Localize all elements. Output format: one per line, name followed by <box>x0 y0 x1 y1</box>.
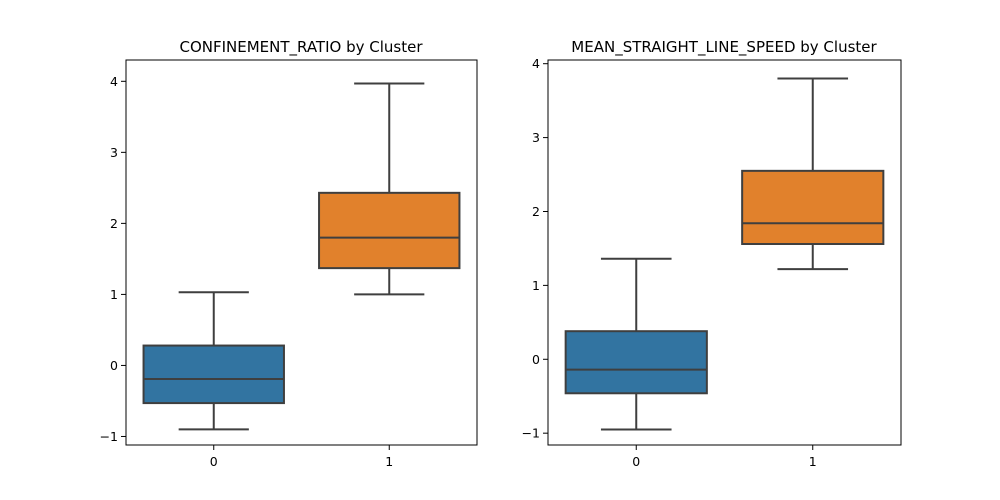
box-cluster-1 <box>318 191 461 270</box>
axes-frame <box>547 59 902 446</box>
plot-title: CONFINEMENT_RATIO by Cluster <box>179 38 423 57</box>
x-tick-label: 0 <box>632 454 640 469</box>
plot-marks <box>142 82 461 431</box>
box-cluster-0 <box>142 344 285 405</box>
plot-marks <box>564 77 885 431</box>
y-axis: −1 0 1 2 3 4 <box>100 74 126 444</box>
plot-title: MEAN_STRAIGHT_LINE_SPEED by Cluster <box>571 38 877 57</box>
x-tick-label: 1 <box>809 454 817 469</box>
y-tick-label: 2 <box>532 204 540 219</box>
y-tick-label: 0 <box>532 352 540 367</box>
y-tick-label: −1 <box>522 426 540 441</box>
box-cluster-1 <box>741 169 885 246</box>
y-tick-label: 0 <box>110 358 118 373</box>
y-tick-label: 3 <box>110 145 118 160</box>
y-axis: −1 0 1 2 3 4 <box>522 56 548 441</box>
axes-frame <box>125 59 478 446</box>
y-tick-label: 3 <box>532 130 540 145</box>
y-tick-label: 4 <box>110 74 118 89</box>
mean-straight-line-speed-plot: MEAN_STRAIGHT_LINE_SPEED by Cluster −101… <box>522 38 902 469</box>
y-tick-label: 4 <box>532 56 540 71</box>
x-tick-label: 1 <box>385 454 393 469</box>
y-tick-label: 2 <box>110 216 118 231</box>
x-tick-label: 0 <box>210 454 218 469</box>
y-tick-label: −1 <box>100 429 118 444</box>
y-tick-label: 1 <box>532 278 540 293</box>
y-tick-label: 1 <box>110 287 118 302</box>
box-cluster-0 <box>564 330 708 395</box>
